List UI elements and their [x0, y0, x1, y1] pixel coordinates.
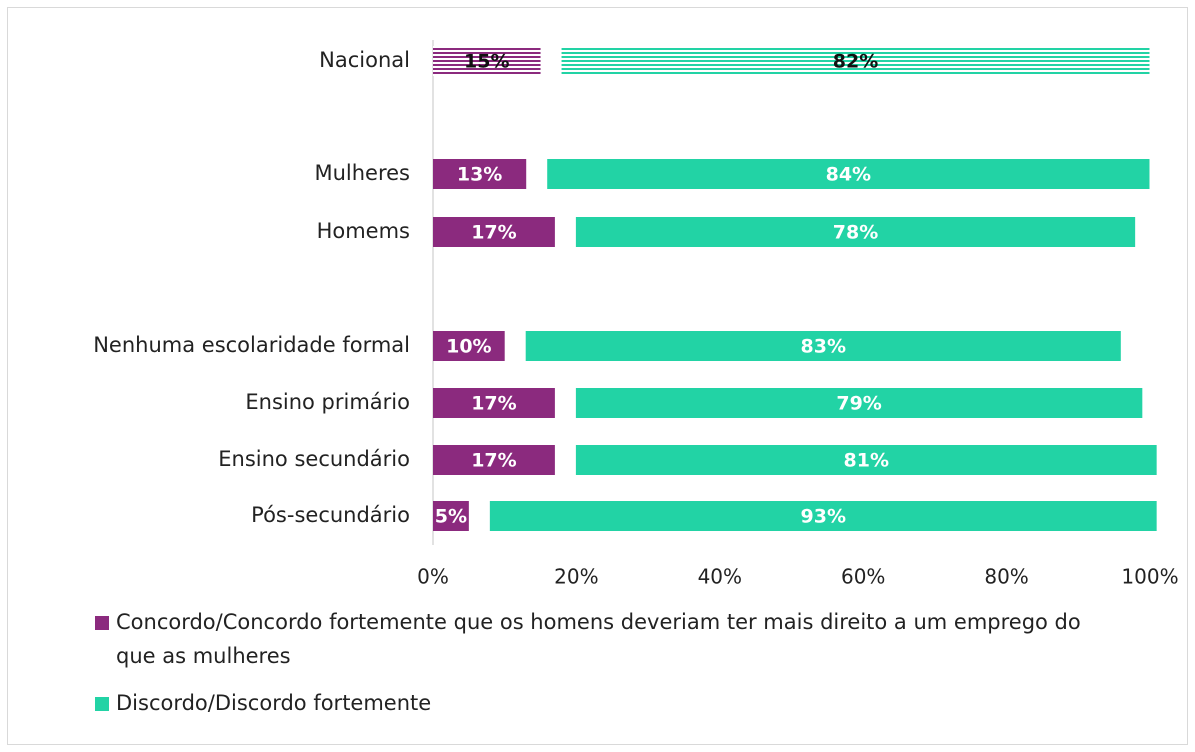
bar: [433, 217, 555, 247]
value-label: 17%: [471, 393, 516, 415]
bar: [547, 159, 1150, 189]
category-label: Homems: [317, 219, 410, 243]
value-label: 79%: [836, 393, 881, 415]
value-label: 83%: [801, 336, 846, 358]
bar: [489, 501, 1157, 531]
value-label: 10%: [446, 336, 491, 358]
value-label: 82%: [833, 51, 878, 73]
x-tick-label: 40%: [698, 565, 742, 589]
bar: [575, 388, 1143, 418]
category-label: Nenhuma escolaridade formal: [93, 333, 410, 357]
bar: [433, 445, 555, 475]
category-label: Nacional: [319, 48, 410, 72]
value-label: 17%: [471, 222, 516, 244]
bar: [575, 445, 1157, 475]
x-tick-label: 0%: [417, 565, 449, 589]
bar: [433, 159, 527, 189]
category-label: Mulheres: [314, 161, 410, 185]
x-tick-label: 80%: [984, 565, 1028, 589]
value-label: 13%: [457, 164, 502, 186]
legend-label: Discordo/Discordo fortemente: [116, 691, 431, 715]
legend-swatch: [95, 616, 109, 630]
value-label: 5%: [435, 506, 467, 528]
category-label: Ensino primário: [245, 390, 410, 414]
bar: [561, 46, 1150, 76]
category-label: Pós-secundário: [251, 503, 410, 527]
x-tick-label: 100%: [1121, 565, 1178, 589]
legend-label: Concordo/Concordo fortemente que os home…: [116, 610, 1081, 668]
x-tick-label: 60%: [841, 565, 885, 589]
bar: [525, 331, 1121, 361]
value-label: 81%: [844, 450, 889, 472]
legend-swatch: [95, 697, 109, 711]
bar: [433, 46, 541, 76]
chart-border: [7, 7, 1188, 745]
value-label: 17%: [471, 450, 516, 472]
value-label: 93%: [801, 506, 846, 528]
bar: [433, 331, 505, 361]
category-label: Ensino secundário: [218, 447, 410, 471]
value-label: 84%: [826, 164, 871, 186]
value-label: 78%: [833, 222, 878, 244]
bar: [433, 388, 555, 418]
x-tick-label: 20%: [554, 565, 598, 589]
bar: [433, 501, 469, 531]
value-label: 15%: [464, 51, 509, 73]
bar: [575, 217, 1136, 247]
